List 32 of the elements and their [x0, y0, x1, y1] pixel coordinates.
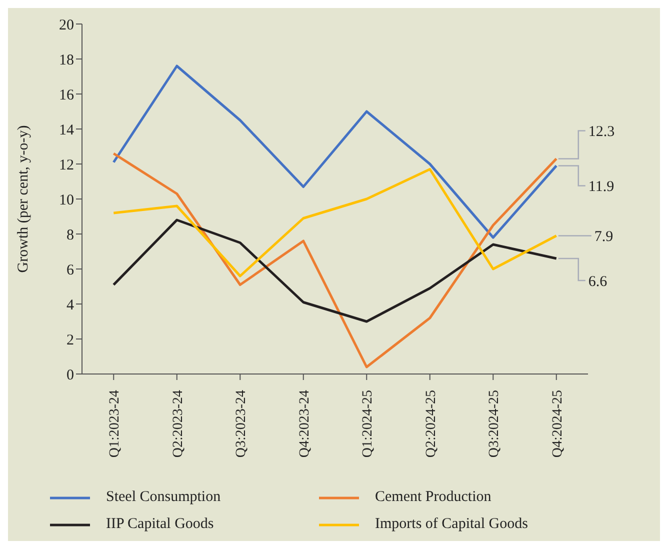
x-tick-label: Q3:2024-25 — [487, 390, 502, 458]
y-tick-label: 14 — [59, 122, 74, 138]
annotation: 6.6 — [588, 274, 608, 290]
y-tick-label: 20 — [59, 17, 74, 34]
y-tick-label: 4 — [66, 297, 74, 314]
legend-label: Imports of Capital Goods — [375, 516, 528, 533]
y-axis-title: Growth (per cent, y-o-y) — [15, 125, 32, 273]
line-series — [112, 64, 558, 239]
line-series — [112, 218, 558, 323]
annotation: 12.3 — [588, 124, 615, 140]
x-tick-label: Q1:2024-25 — [360, 390, 376, 458]
legend-label: Cement Production — [375, 489, 492, 506]
annotation: 7.9 — [594, 229, 614, 245]
x-tick-label: Q2:2024-25 — [424, 390, 439, 458]
line-series — [112, 168, 558, 278]
y-tick-label: 8 — [66, 227, 74, 244]
y-tick-label: 18 — [59, 52, 74, 68]
legend-label: IIP Capital Goods — [106, 516, 214, 533]
y-tick-label: 10 — [59, 192, 74, 208]
line-series — [112, 152, 558, 368]
x-tick-label: Q3:2023-24 — [234, 390, 250, 458]
y-tick-label: 16 — [59, 87, 74, 104]
y-tick-label: 12 — [59, 157, 74, 174]
y-tick-label: 0 — [66, 367, 74, 384]
y-tick-label: 2 — [66, 332, 74, 348]
y-tick-label: 6 — [66, 262, 74, 278]
x-tick-label: Q1:2023-24 — [108, 390, 123, 458]
annotation: 11.9 — [588, 179, 614, 195]
legend-label: Steel Consumption — [106, 489, 221, 506]
x-tick-label: Q4:2024-25 — [550, 390, 566, 458]
x-tick-label: Q4:2023-24 — [297, 390, 312, 458]
x-tick-label: Q2:2023-24 — [170, 390, 186, 458]
